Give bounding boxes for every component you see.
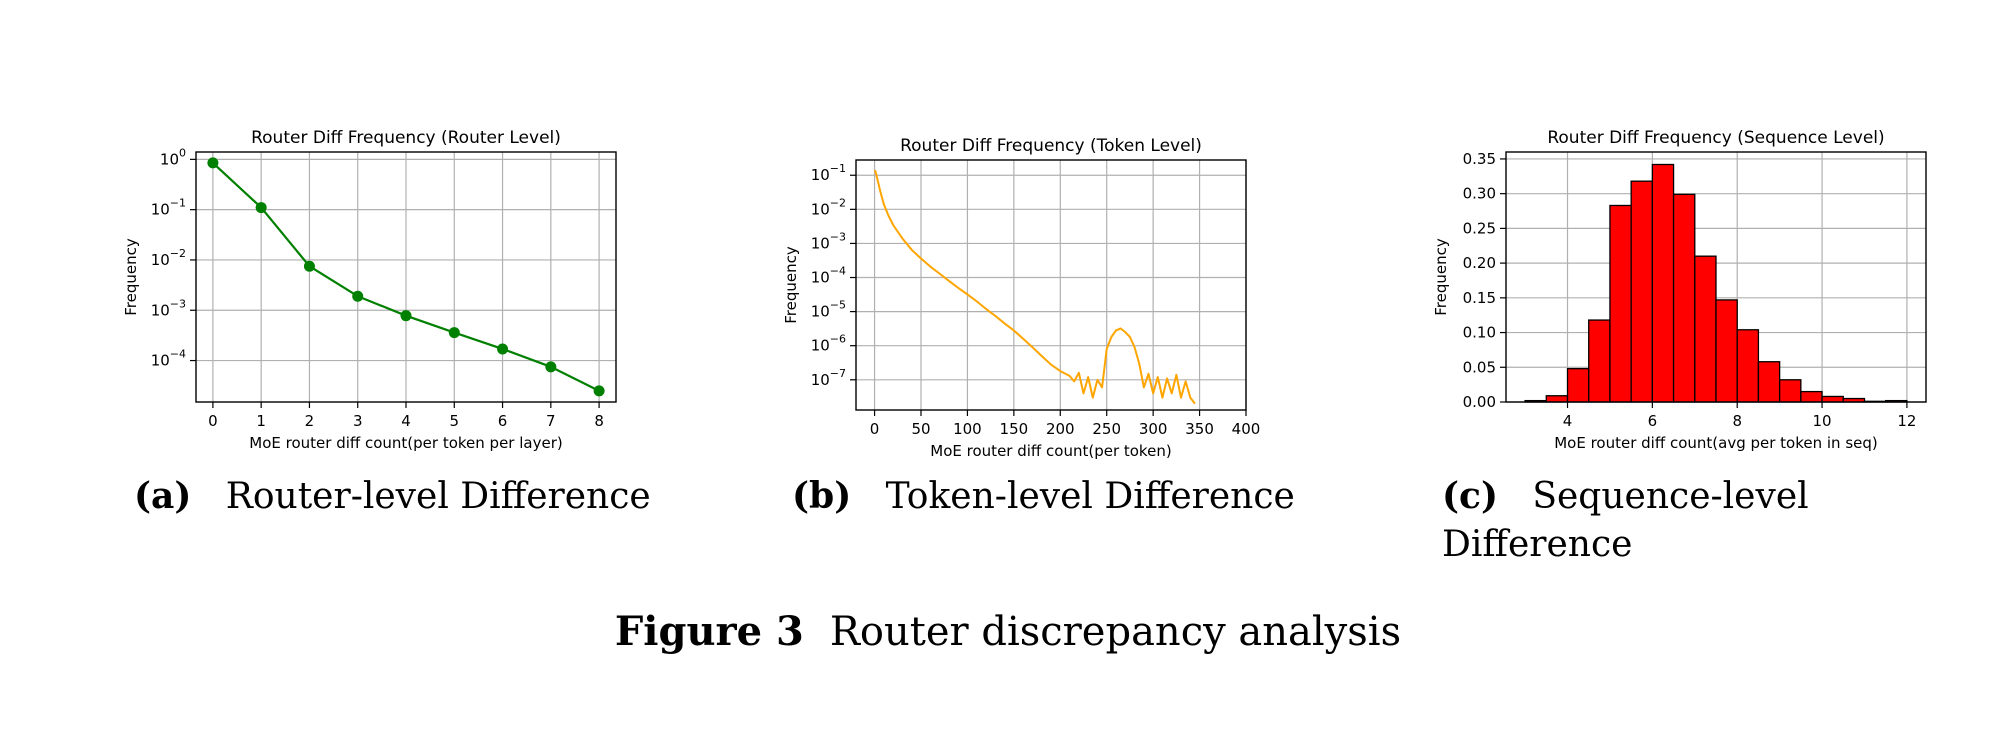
router-level-chart: 0 1 2 3 4 5 6 7 8 100 10−1 10−2 10−3 10−4 Router Diff … — [120, 110, 640, 460]
chart-b-xtick-label: 0 — [870, 420, 880, 438]
chart-a-xtick-label: 2 — [305, 412, 315, 430]
chart-c-bar — [1736, 329, 1760, 403]
chart-c-bar — [1566, 368, 1590, 403]
chart-b-xtick-label: 150 — [1000, 420, 1029, 438]
caption-c: (c) Sequence-level Difference — [1442, 472, 1942, 569]
chart-a-xtick-label: 0 — [208, 412, 218, 430]
chart-a-xtick-label: 5 — [450, 412, 460, 430]
caption-b-text: Token-level Difference — [885, 476, 1295, 517]
chart-c-ytick-label: 0.30 — [1463, 185, 1496, 203]
chart-a-point — [400, 310, 412, 322]
chart-b-xtick-label: 200 — [1046, 420, 1075, 438]
chart-c-ylabel: Frequency — [1432, 238, 1450, 316]
chart-b-xtick-label: 350 — [1185, 420, 1214, 438]
chart-a-xtick-label: 7 — [546, 412, 556, 430]
chart-a-svg: 0 1 2 3 4 5 6 7 8 100 10−1 10−2 10−3 10−4 Router Diff … — [122, 128, 617, 452]
chart-c-xtick-label: 6 — [1648, 412, 1658, 430]
figure-number: Figure 3 — [614, 608, 804, 655]
chart-b-frame — [855, 159, 1247, 411]
chart-c-svg: 4 6 8 10 12 0.00 0.05 0.10 0.15 0.20 0.25 0.30 0.35 R… — [1432, 128, 1927, 452]
chart-c-bar — [1651, 163, 1675, 403]
chart-c-ytick-label: 0.20 — [1463, 254, 1496, 272]
chart-c-xlabel: MoE router diff count(avg per token in s… — [1554, 434, 1878, 452]
chart-c-frame — [1505, 151, 1927, 403]
chart-a-title: Router Diff Frequency (Router Level) — [251, 128, 561, 148]
chart-a-ylabel: Frequency — [122, 238, 140, 316]
token-level-chart: 0 50 100 150 200 250 300 350 400 10−1 10−2 10−3 10−4… — [780, 110, 1300, 460]
chart-b-ytick-label: 10−4 — [811, 265, 846, 287]
figure-caption: Figure 3 Router discrepancy analysis — [0, 608, 2016, 655]
chart-c-bar — [1588, 319, 1611, 403]
caption-c-tag: (c) — [1442, 475, 1498, 517]
chart-a-xtick-label: 8 — [594, 412, 604, 430]
chart-c-bar — [1545, 395, 1569, 403]
chart-a-point — [545, 361, 557, 373]
chart-b-series-line — [873, 169, 1196, 405]
chart-b-xtick-label: 300 — [1139, 420, 1168, 438]
chart-a-ytick-label: 10−3 — [151, 297, 186, 319]
chart-c-bar — [1672, 193, 1696, 403]
chart-c-xtick-label: 12 — [1897, 412, 1916, 430]
sequence-level-chart: 4 6 8 10 12 0.00 0.05 0.10 0.15 0.20 0.25 0.30 0.35 R… — [1430, 110, 1950, 460]
chart-a-xtick-label: 4 — [401, 412, 411, 430]
caption-a: (a) Router-level Difference — [134, 472, 654, 521]
chart-c-ytick-label: 0.15 — [1463, 289, 1496, 307]
chart-a-ytick-label: 10−4 — [151, 348, 186, 370]
chart-b-ytick-label: 10−3 — [811, 230, 846, 252]
chart-a-point — [593, 385, 605, 397]
chart-c-xtick-label: 4 — [1563, 412, 1573, 430]
chart-c-bar — [1757, 361, 1781, 403]
chart-b-ytick-label: 10−5 — [811, 299, 846, 321]
chart-c-bar — [1800, 390, 1823, 403]
chart-a-point — [303, 260, 315, 272]
chart-b-xtick-label: 50 — [911, 420, 930, 438]
chart-b-title: Router Diff Frequency (Token Level) — [900, 136, 1202, 156]
chart-c-ytick-label: 0.05 — [1463, 358, 1496, 376]
chart-b-ylabel: Frequency — [782, 246, 800, 324]
chart-c-ytick-label: 0.00 — [1463, 393, 1496, 411]
chart-c-xtick-label: 8 — [1732, 412, 1742, 430]
chart-a-xtick-label: 6 — [498, 412, 508, 430]
caption-b-tag: (b) — [792, 475, 852, 517]
chart-a-xtick-label: 3 — [353, 412, 363, 430]
chart-c-bar — [1715, 299, 1738, 403]
chart-b-svg: 0 50 100 150 200 250 300 350 400 10−1 10−2 10−3 10−4… — [782, 136, 1261, 460]
caption-b: (b) Token-level Difference — [792, 472, 1312, 521]
chart-a-ytick-label: 10−1 — [151, 197, 186, 219]
chart-a-point — [497, 343, 509, 355]
chart-b-xlabel: MoE router diff count(per token) — [930, 442, 1171, 460]
chart-b-ytick-label: 10−6 — [811, 333, 846, 355]
chart-c-bar — [1821, 395, 1844, 403]
chart-c-bar — [1778, 379, 1802, 403]
chart-a-point — [352, 290, 364, 302]
chart-c-xtick-label: 10 — [1813, 412, 1832, 430]
chart-c-bar — [1630, 180, 1654, 403]
caption-a-text: Router-level Difference — [225, 476, 651, 517]
chart-a-xlabel: MoE router diff count(per token per laye… — [249, 434, 562, 452]
chart-c-bar — [1609, 204, 1632, 403]
caption-a-tag: (a) — [134, 475, 192, 517]
chart-a-ytick-label: 10−2 — [151, 247, 186, 269]
chart-a-xtick-label: 1 — [256, 412, 266, 430]
chart-b-xtick-label: 100 — [953, 420, 982, 438]
caption-c-text: Sequence-level Difference — [1442, 476, 1809, 565]
chart-b-ytick-label: 10−7 — [811, 367, 846, 389]
chart-c-ytick-label: 0.35 — [1463, 150, 1496, 168]
chart-a-point — [255, 202, 267, 214]
chart-a-point — [207, 157, 219, 169]
chart-c-title: Router Diff Frequency (Sequence Level) — [1547, 128, 1884, 148]
chart-b-ytick-label: 10−1 — [811, 162, 846, 184]
chart-b-xtick-label: 400 — [1232, 420, 1261, 438]
chart-b-xtick-label: 250 — [1092, 420, 1121, 438]
chart-b-ytick-label: 10−2 — [811, 196, 846, 218]
chart-c-ytick-label: 0.25 — [1463, 219, 1496, 237]
chart-c-ytick-label: 0.10 — [1463, 324, 1496, 342]
figure-caption-text: Router discrepancy analysis — [829, 609, 1402, 655]
chart-a-ytick-label: 100 — [160, 146, 186, 168]
chart-a-point — [448, 327, 460, 339]
chart-c-bar — [1694, 255, 1717, 403]
